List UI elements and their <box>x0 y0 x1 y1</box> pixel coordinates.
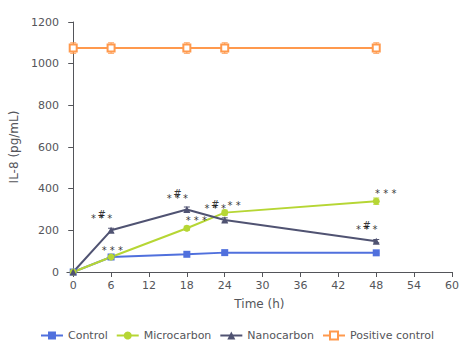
svg-text:18: 18 <box>180 279 194 292</box>
svg-text:1000: 1000 <box>31 57 59 70</box>
svg-text:#: # <box>173 188 181 199</box>
svg-text:12: 12 <box>142 279 156 292</box>
svg-text:* *: * * <box>228 200 241 211</box>
svg-text:Microcarbon: Microcarbon <box>144 329 212 342</box>
svg-text:600: 600 <box>38 141 59 154</box>
svg-text:0: 0 <box>52 266 59 279</box>
svg-text:6: 6 <box>108 279 115 292</box>
svg-text:Positive control: Positive control <box>350 329 434 342</box>
svg-text:0: 0 <box>70 279 77 292</box>
svg-text:#: # <box>363 220 371 231</box>
svg-text:Nanocarbon: Nanocarbon <box>247 329 314 342</box>
svg-text:36: 36 <box>293 279 307 292</box>
svg-text:24: 24 <box>218 279 232 292</box>
svg-text:Time (h): Time (h) <box>233 297 284 311</box>
svg-text:60: 60 <box>445 279 459 292</box>
svg-text:* * *: * * * <box>102 245 123 256</box>
svg-text:* * *: * * * <box>186 215 207 226</box>
svg-text:400: 400 <box>38 182 59 195</box>
svg-text:* * *: * * * <box>375 188 396 199</box>
svg-text:800: 800 <box>38 99 59 112</box>
svg-text:48: 48 <box>369 279 383 292</box>
svg-text:1200: 1200 <box>31 16 59 29</box>
svg-text:42: 42 <box>331 279 345 292</box>
svg-text:#: # <box>211 199 219 210</box>
svg-text:54: 54 <box>407 279 421 292</box>
svg-text:200: 200 <box>38 224 59 237</box>
svg-text:30: 30 <box>256 279 270 292</box>
svg-text:#: # <box>97 209 105 220</box>
svg-text:IL-8 (pg/mL): IL-8 (pg/mL) <box>7 111 21 184</box>
svg-text:Control: Control <box>68 329 108 342</box>
